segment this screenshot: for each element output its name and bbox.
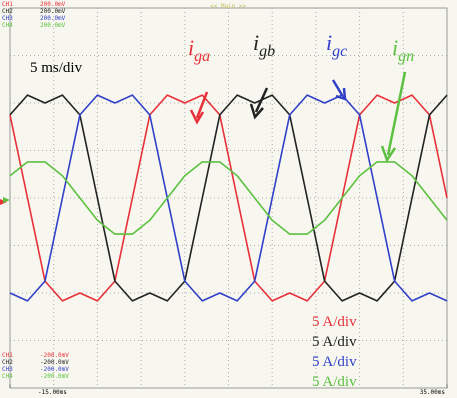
channel-scale: -200.0mV: [40, 359, 69, 366]
channel-scale: -200.0mV: [40, 373, 69, 380]
channel-name: CH3: [2, 15, 13, 22]
scale-label: 5 A/div: [312, 334, 357, 350]
channel-name: CH4: [2, 373, 13, 380]
x-tick-label: -15.00ms: [38, 389, 67, 396]
scale-label: 5 A/div: [312, 354, 357, 370]
channel-name: CH1: [2, 1, 13, 8]
mode-label: << Main >>: [210, 3, 247, 10]
channel-name: CH2: [2, 359, 13, 366]
trace-label-sub: gn: [398, 48, 414, 65]
channel-scale: 200.0mV: [40, 1, 66, 8]
trace-label-sub: gb: [259, 43, 275, 60]
timebase: 5 ms/div: [30, 60, 83, 76]
channel-name: CH4: [2, 22, 13, 29]
trace-label-sub: ga: [194, 48, 210, 65]
channel-scale: 200.0mV: [40, 22, 66, 29]
channel-scale: 200.0mV: [40, 15, 66, 22]
channel-name: CH2: [2, 8, 13, 15]
channel-scale: -200.0mV: [40, 366, 69, 373]
channel-name: CH3: [2, 366, 13, 373]
channel-scale: -200.0mV: [40, 352, 69, 359]
x-tick-label: 35.00ms: [420, 389, 446, 396]
scale-label: 5 A/div: [312, 314, 357, 330]
trace-label-sub: gc: [332, 43, 347, 60]
channel-name: CH1: [2, 352, 13, 359]
scope-screen: << Main >> 5 ms/div -15.00ms 35.00ms CH1 20…: [0, 0, 457, 398]
scale-label: 5 A/div: [312, 374, 357, 390]
channel-scale: 200.0mV: [40, 8, 66, 15]
